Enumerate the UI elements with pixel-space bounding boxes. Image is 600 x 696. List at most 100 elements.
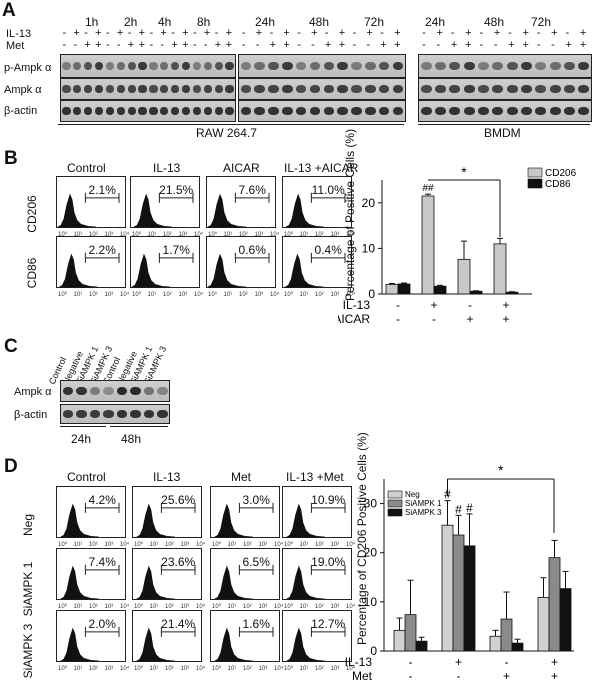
blot-band [535,85,547,93]
met-sign: - [73,39,77,51]
blot-band [94,85,104,93]
axis-tick-label: 10⁰ [134,603,144,610]
column-label: AICAR [223,161,260,175]
axis-tick-label: 10⁴ [274,603,284,610]
histogram-peak [133,193,173,228]
blot-band [282,85,293,93]
gate-percent: 2.2% [89,243,117,257]
chart-b-ylabel: Percentage of Positive Cells (%) [343,128,357,301]
blot-band [103,387,114,395]
bar [559,588,572,652]
flow-histogram: 3.0% 10⁰ 10¹ 10² 10³ 10⁴ [210,486,284,548]
met-sign: + [579,39,587,51]
axis-tick-label: 10¹ [74,232,83,238]
factor-label: IL-13 [345,655,373,669]
axis-tick-label: 10⁴ [346,665,356,672]
blot-background [239,79,405,99]
met-sign: - [149,39,154,51]
blot-band [521,62,532,70]
histogram-peak [286,503,325,538]
blot-band [116,62,125,70]
blot-band [295,107,307,115]
blot-band [89,387,100,395]
met-sign: - [255,39,260,51]
met-sign: - [160,39,164,51]
met-sign: - [479,39,484,51]
treatment-label: IL-13 [6,28,32,40]
time-label: 2h [124,15,138,29]
factor-label: Met [352,669,373,683]
blot-background [61,79,235,99]
axis-tick-label: 10² [315,604,324,610]
axis-tick-label: 10² [315,666,324,672]
blot-label: Ampk α [14,386,52,398]
axis-tick-label: 10² [165,666,174,672]
axis-tick-label: 10¹ [300,232,309,238]
blot-band [578,62,590,70]
factor-sign: - [396,298,400,312]
blot-band [323,62,335,70]
flow-histogram: 6.5% 10⁰ 10¹ 10² 10³ 10⁴ [210,548,284,610]
bar [463,545,476,652]
time-label: 24h [425,15,446,29]
blot-band [378,107,390,115]
legend-label: Neg [405,490,420,499]
axis-tick-label: 10³ [259,666,268,672]
axis-tick-label: 10¹ [74,542,83,548]
blot-band [282,62,293,70]
factor-sign: - [468,298,472,312]
gate-percent: 1.7% [163,243,191,257]
axis-tick-label: 10² [165,542,174,548]
met-sign: + [394,39,401,51]
axis-tick-label: 10⁰ [58,665,68,672]
axis-tick-label: 10¹ [148,292,157,298]
met-sign: + [565,39,572,51]
blot-band [143,410,154,418]
axis-tick-label: 10¹ [300,542,309,548]
factor-sign: + [551,669,558,683]
blot-band [506,62,518,70]
factor-sign: - [432,312,436,326]
blot-band [171,62,180,70]
column-label: IL-13 +AICAR [284,161,359,175]
flow-histogram: 0.4% 10⁰ 10¹ 10² 10³ 10⁴ [282,236,356,298]
group-line [418,124,590,125]
gate-percent: 21.5% [159,183,193,197]
axis-tick-label: 10⁰ [212,541,222,548]
group-line [60,426,106,427]
blot-band [103,410,114,418]
il13-sign: - [149,27,154,39]
histogram-peak [136,503,175,538]
blot-band [392,62,404,70]
blot-strip [60,54,236,78]
axis-tick-label: 10⁴ [346,231,356,238]
blot-band [116,410,127,418]
blot-band [157,410,168,418]
y-tick-label: 0 [370,644,377,658]
time-label: 72h [364,15,385,29]
met-sign: + [450,39,458,51]
blot-band [337,85,348,93]
blot-band [549,107,561,115]
blot-band [116,387,127,395]
significance-star: * [461,164,467,180]
axis-tick-label: 10⁴ [120,541,130,548]
axis-tick-label: 10¹ [150,666,159,672]
blot-band [535,107,547,115]
y-tick-label: 20 [362,196,376,210]
blot-band [337,107,348,115]
blot-band [84,107,93,115]
axis-tick-label: 10² [315,292,324,298]
il13-sign: + [493,27,501,39]
axis-tick-label: 10⁴ [120,603,130,610]
il13-sign: + [311,27,318,39]
blot-band [309,85,321,93]
blot-strip [238,54,406,78]
blot-band [351,107,362,115]
histogram-peak [131,253,171,288]
axis-tick-label: 10⁰ [132,291,142,298]
blot-band [181,85,191,93]
y-tick-label: 30 [364,497,378,511]
blot-band [149,62,158,70]
